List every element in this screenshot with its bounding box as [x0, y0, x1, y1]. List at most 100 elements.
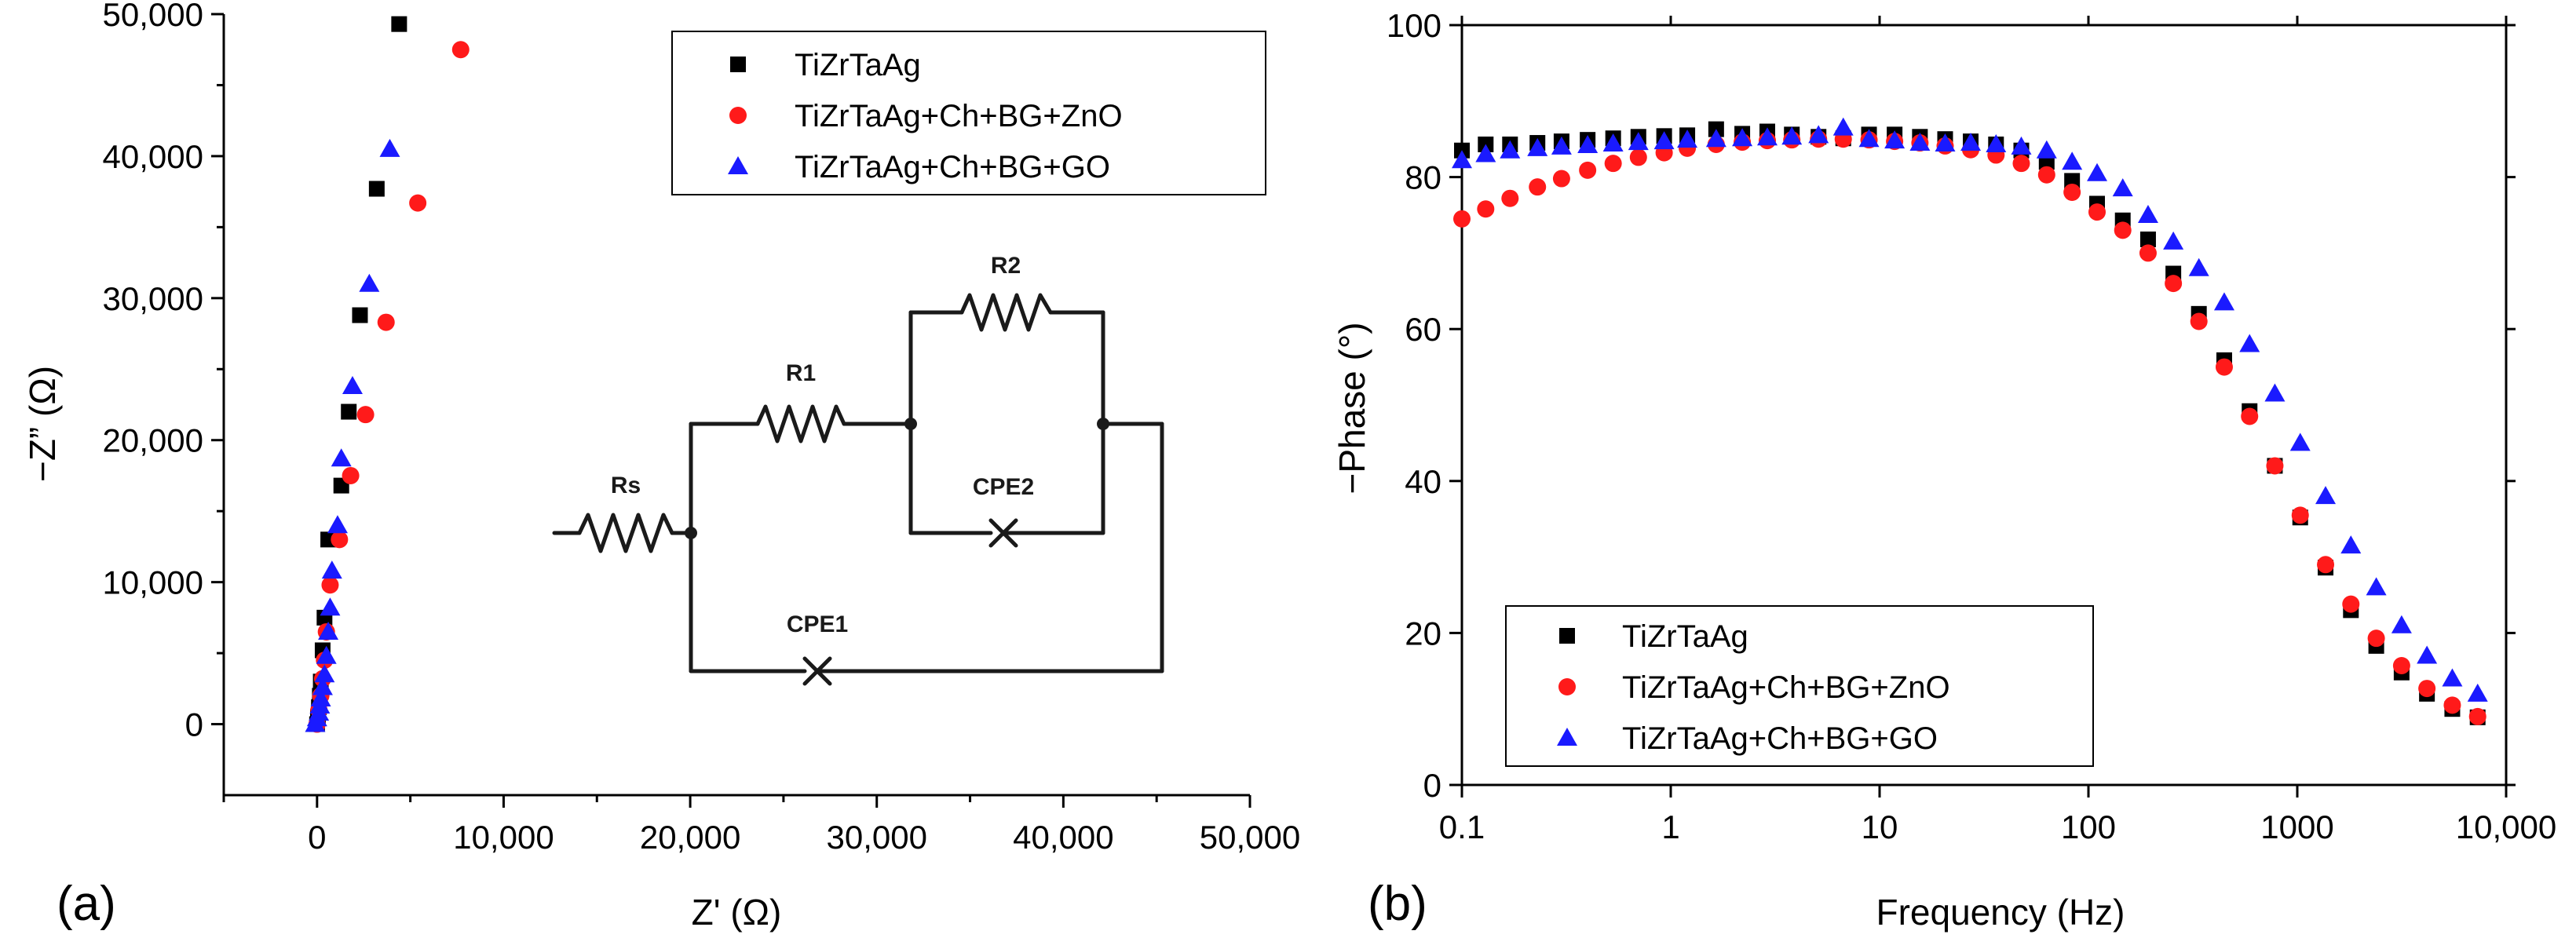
panel-b-legend-label: TiZrTaAg+Ch+BG+ZnO — [1622, 670, 1950, 705]
data-point — [368, 181, 385, 197]
data-point — [1604, 155, 1622, 173]
data-point — [2289, 433, 2311, 451]
panel-a-legend: TiZrTaAg TiZrTaAg+Ch+BG+ZnO TiZrTaAg+Ch+… — [671, 31, 1266, 195]
panel-a-series — [305, 16, 470, 733]
y-tick-label: 30,000 — [103, 280, 203, 317]
x-tick-label: 0 — [308, 819, 326, 856]
data-point — [2137, 205, 2158, 223]
data-point — [2317, 556, 2335, 574]
cpe2-label: CPE2 — [973, 474, 1034, 500]
y-tick-label: 40,000 — [103, 138, 203, 175]
y-tick-label: 40 — [1405, 463, 1441, 500]
series-triangle — [1452, 117, 2488, 702]
data-point — [1527, 137, 1548, 156]
panel-b-x-ticks: 0.1 1 10 100 1000 10,000 — [1439, 16, 2556, 845]
data-point — [1501, 189, 1519, 207]
r2-resistor-symbol — [959, 293, 1053, 332]
data-point — [1705, 129, 1726, 148]
data-point — [1653, 131, 1675, 150]
data-point — [2087, 162, 2108, 181]
circuit-node — [904, 418, 917, 430]
y-tick-label: 20,000 — [103, 422, 203, 459]
panel-b-legend-label: TiZrTaAg — [1622, 619, 1748, 654]
data-point — [2266, 457, 2284, 475]
data-point — [1858, 129, 1880, 148]
data-point — [310, 688, 331, 706]
data-point — [2315, 486, 2337, 505]
data-point — [2163, 231, 2184, 250]
legend-marker — [730, 57, 746, 72]
data-point — [2011, 136, 2032, 155]
panel-b-y-axis-label: −Phase (°) — [1332, 322, 1372, 494]
data-point — [2165, 275, 2183, 293]
data-point — [409, 194, 427, 212]
data-point — [1909, 133, 1931, 151]
x-tick-label: 1000 — [2260, 808, 2333, 845]
x-tick-label: 1 — [1661, 808, 1679, 845]
x-tick-label: 30,000 — [826, 819, 926, 856]
data-point — [342, 466, 360, 484]
r2-label: R2 — [991, 253, 1021, 279]
data-point — [451, 41, 470, 59]
panel-b-legend: TiZrTaAg TiZrTaAg+Ch+BG+ZnO TiZrTaAg+Ch+… — [1505, 605, 2094, 767]
data-point — [2190, 312, 2208, 330]
data-point — [2213, 292, 2234, 311]
panel-b-x-axis-label: Frequency (Hz) — [1876, 892, 2125, 933]
data-point — [1935, 133, 1956, 152]
y-tick-label: 80 — [1405, 159, 1441, 196]
data-point — [379, 138, 400, 157]
legend-marker — [728, 156, 748, 174]
legend-marker — [729, 107, 747, 124]
data-point — [2366, 577, 2387, 596]
legend-marker — [1558, 678, 1576, 695]
data-point — [327, 515, 348, 534]
panel-a-y-ticks: 0 10,000 20,000 30,000 40,000 50,000 — [103, 0, 224, 743]
data-point — [2264, 383, 2286, 402]
y-tick-label: 100 — [1387, 7, 1441, 44]
data-point — [391, 16, 407, 32]
data-point — [2188, 257, 2209, 276]
data-point — [1552, 170, 1570, 188]
rs-label: Rs — [611, 473, 641, 498]
panel-a-axes — [222, 14, 1250, 797]
panel-a-x-ticks: 0 10,000 20,000 30,000 40,000 50,000 — [222, 795, 1300, 856]
panel-a-label: (a) — [57, 877, 116, 931]
data-point — [321, 560, 342, 579]
data-point — [1677, 130, 1698, 148]
data-point — [2088, 203, 2106, 221]
data-point — [314, 664, 335, 683]
x-tick-label: 10,000 — [2456, 808, 2556, 845]
data-point — [2241, 407, 2259, 425]
r1-label: R1 — [786, 360, 816, 386]
x-tick-label: 0.1 — [1439, 808, 1485, 845]
y-tick-label: 60 — [1405, 311, 1441, 348]
equivalent-circuit-inset — [552, 293, 1164, 686]
series-triangle — [305, 138, 400, 732]
circuit-nodes — [685, 418, 1109, 539]
x-tick-label: 40,000 — [1013, 819, 1113, 856]
data-point — [356, 406, 375, 424]
data-point — [321, 576, 339, 594]
data-point — [2062, 151, 2083, 170]
data-point — [2367, 630, 2385, 648]
circuit-node — [1097, 418, 1109, 430]
data-point — [352, 307, 368, 323]
data-point — [377, 313, 395, 331]
data-point — [320, 597, 341, 616]
data-point — [2063, 183, 2081, 201]
panel-a-legend-label: TiZrTaAg+Ch+BG+GO — [795, 150, 1110, 184]
panel-b: 0.1 1 10 100 1000 10,000 0 20 40 60 80 100 Frequen… — [1332, 7, 2556, 933]
data-point — [312, 677, 333, 695]
y-tick-label: 20 — [1405, 615, 1441, 652]
data-point — [1808, 125, 1829, 144]
data-point — [2467, 683, 2488, 702]
panel-b-label: (b) — [1368, 877, 1427, 931]
data-point — [2392, 657, 2410, 675]
panel-a-legend-label: TiZrTaAg+Ch+BG+ZnO — [795, 99, 1123, 133]
y-tick-label: 0 — [1423, 767, 1441, 804]
data-point — [1577, 134, 1599, 153]
data-point — [1986, 133, 2007, 152]
rs-resistor-symbol — [577, 513, 674, 553]
data-point — [2112, 178, 2133, 197]
